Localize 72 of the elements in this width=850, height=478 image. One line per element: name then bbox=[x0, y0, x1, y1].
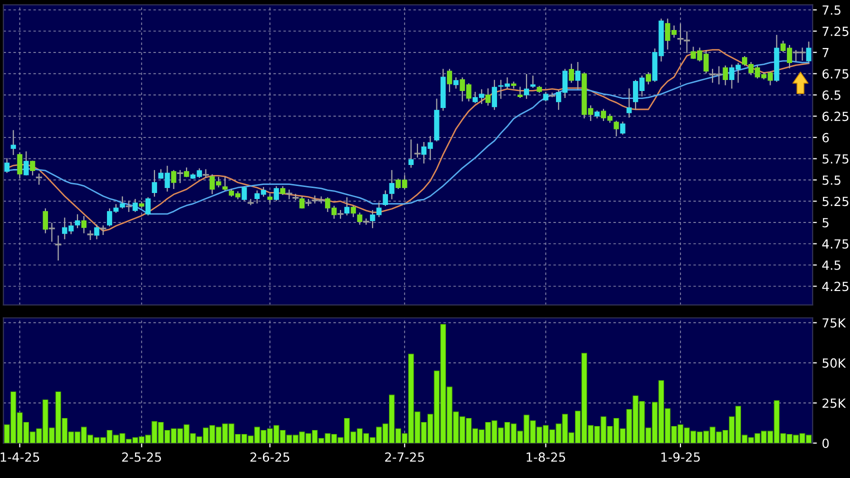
candlestick bbox=[446, 68, 452, 92]
candlestick bbox=[202, 169, 209, 178]
candlestick bbox=[171, 170, 176, 190]
candlestick bbox=[81, 216, 86, 234]
candlestick bbox=[132, 198, 138, 212]
candlestick bbox=[177, 170, 184, 184]
x-tick-label: 2-7-25 bbox=[385, 452, 424, 462]
candlestick bbox=[530, 76, 536, 88]
y-tick-label: 5 bbox=[822, 218, 828, 228]
x-tick-label: 1-9-25 bbox=[661, 452, 700, 462]
candlestick bbox=[74, 214, 80, 228]
candlestick bbox=[524, 74, 530, 99]
x-tick-label: 1-4-25 bbox=[0, 452, 40, 462]
candlestick bbox=[344, 197, 350, 216]
candlestick bbox=[806, 42, 812, 62]
y-tick-label: 5.75 bbox=[822, 154, 848, 164]
y-tick-label: 75K bbox=[822, 318, 846, 328]
x-tick-label: 1-8-25 bbox=[526, 452, 566, 462]
candlestick bbox=[152, 170, 158, 197]
candlestick bbox=[408, 139, 414, 168]
candlestick bbox=[684, 31, 690, 53]
y-tick-label: 0 bbox=[822, 438, 829, 448]
candlestick bbox=[4, 158, 10, 173]
y-tick-label: 50K bbox=[822, 358, 846, 368]
candlestick bbox=[242, 186, 247, 201]
candlestick bbox=[626, 88, 632, 118]
candlestick bbox=[722, 65, 728, 86]
candlestick bbox=[414, 144, 421, 158]
x-tick-label: 2-6-25 bbox=[250, 452, 290, 462]
candlestick bbox=[145, 197, 151, 216]
y-tick-label: 6.5 bbox=[822, 90, 840, 100]
candlestick bbox=[222, 176, 228, 191]
candlestick bbox=[568, 64, 574, 83]
y-tick-label: 6.75 bbox=[822, 69, 848, 79]
y-tick-label: 4.75 bbox=[822, 239, 848, 249]
candlestick bbox=[350, 206, 356, 218]
candlestick bbox=[299, 196, 305, 209]
y-tick-label: 5.25 bbox=[822, 196, 848, 206]
candlestick bbox=[30, 160, 36, 176]
candlestick bbox=[677, 24, 684, 44]
y-tick-label: 6 bbox=[822, 132, 829, 142]
x-tick-label: 2-5-25 bbox=[122, 452, 161, 462]
candlestick bbox=[389, 170, 394, 200]
y-tick-label: 7 bbox=[822, 48, 829, 58]
candlestick bbox=[518, 86, 523, 98]
candlestick bbox=[10, 130, 16, 155]
candlestick bbox=[48, 222, 55, 242]
candlestick bbox=[382, 190, 388, 206]
candlestick bbox=[17, 152, 22, 178]
y-tick-label: 7.25 bbox=[822, 26, 848, 36]
candlestick bbox=[492, 80, 498, 110]
candlestick bbox=[126, 200, 132, 212]
y-tick-label: 5.5 bbox=[822, 176, 840, 185]
candlestick bbox=[620, 122, 626, 135]
candlestick bbox=[453, 77, 459, 89]
y-tick-label: 4.25 bbox=[822, 282, 848, 292]
candlestick bbox=[357, 212, 362, 225]
candlestick bbox=[42, 208, 48, 234]
candlestick bbox=[485, 88, 491, 106]
candlestick bbox=[646, 72, 651, 84]
candlestick bbox=[120, 196, 125, 209]
y-tick-label: 25K bbox=[822, 398, 846, 408]
candlestick bbox=[36, 173, 42, 185]
candlestick bbox=[94, 224, 100, 240]
candlestick bbox=[274, 186, 279, 201]
candlestick bbox=[575, 62, 580, 90]
candlestick bbox=[614, 120, 619, 136]
candlestick bbox=[24, 151, 29, 176]
y-tick-label: 4.5 bbox=[822, 260, 840, 270]
y-tick-label: 6.25 bbox=[822, 112, 848, 122]
y-tick-label: 7.5 bbox=[822, 6, 840, 15]
candlestick bbox=[55, 236, 62, 260]
